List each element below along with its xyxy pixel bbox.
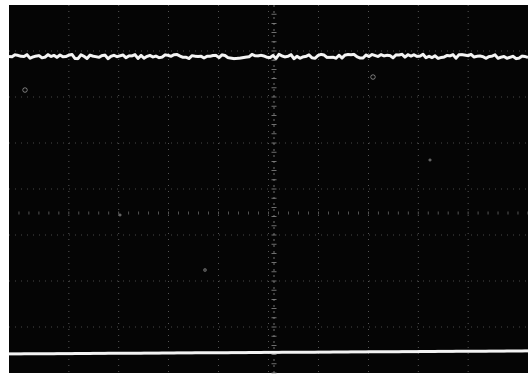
screen-speck [428,158,432,162]
screen-speck [203,268,207,272]
traces [8,52,528,356]
upper-trace [8,52,528,61]
screen-speck [370,74,376,80]
screen-speck [118,213,122,217]
lower-trace [9,349,528,356]
screen-specks [22,74,432,272]
screen-speck [22,87,28,93]
graticule [9,5,528,373]
